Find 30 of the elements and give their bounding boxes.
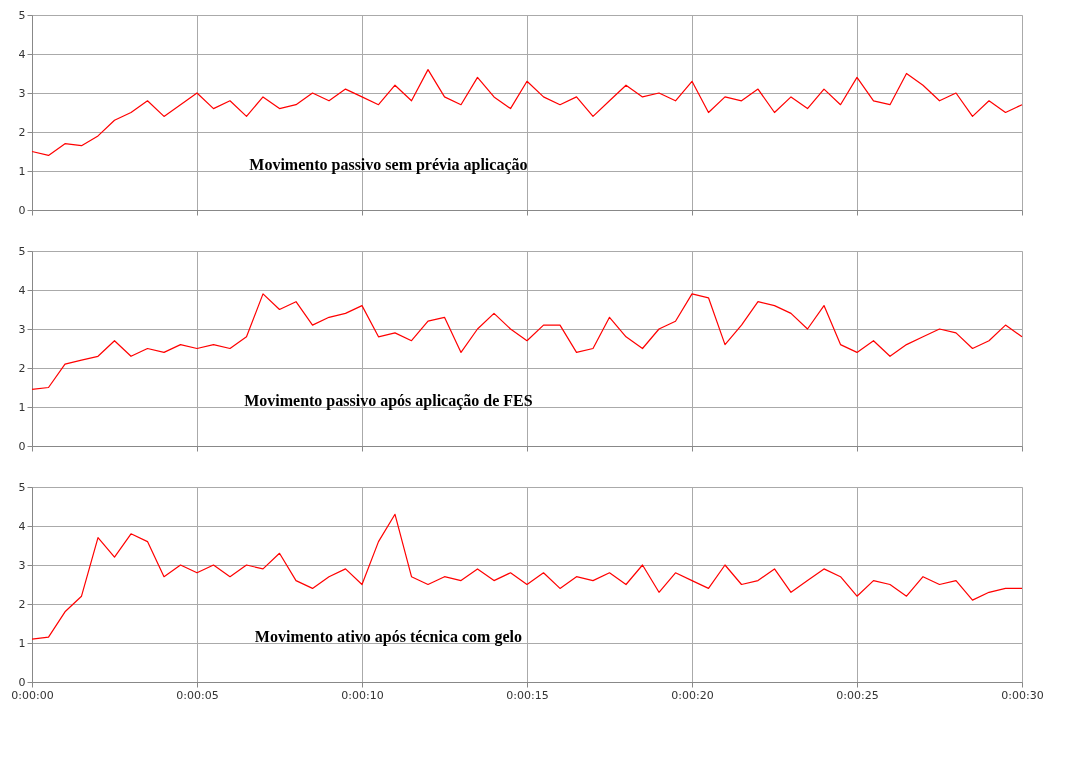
annotation: Movimento passivo após aplicação de FES: [244, 392, 533, 411]
line-series: [31, 293, 1023, 391]
y-tick-label: 3: [18, 558, 26, 572]
y-tick-label: 2: [18, 125, 26, 139]
y-tick-label: 0: [18, 675, 26, 689]
x-tick-label: 0:00:30: [1001, 688, 1044, 702]
y-tick-label: 5: [18, 480, 26, 494]
annotation: Movimento ativo após técnica com gelo: [254, 628, 522, 647]
x-tick-label: 0:00:25: [836, 688, 879, 702]
annotation: Movimento passivo sem prévia aplicação: [249, 156, 528, 175]
y-tick-label: 1: [18, 636, 26, 650]
y-tick-label: 0: [18, 203, 26, 217]
x-tick-label: 0:00:15: [506, 688, 549, 702]
y-tick-label: 4: [18, 283, 26, 297]
y-tick-label: 5: [18, 244, 26, 258]
y-tick-label: 4: [18, 47, 26, 61]
x-tick-label: 0:00:00: [11, 688, 54, 702]
y-tick-label: 1: [18, 164, 26, 178]
y-tick-label: 3: [18, 322, 26, 336]
y-tick-label: 5: [18, 8, 26, 22]
y-tick-label: 2: [18, 597, 26, 611]
y-tick-label: 2: [18, 361, 26, 375]
x-tick-label: 0:00:10: [341, 688, 384, 702]
y-tick-label: 4: [18, 519, 26, 533]
x-tick-label: 0:00:05: [176, 688, 219, 702]
line-series: [31, 69, 1023, 156]
y-tick-label: 3: [18, 86, 26, 100]
x-tick-label: 0:00:20: [671, 688, 714, 702]
y-tick-label: 1: [18, 400, 26, 414]
y-tick-label: 0: [18, 439, 26, 453]
